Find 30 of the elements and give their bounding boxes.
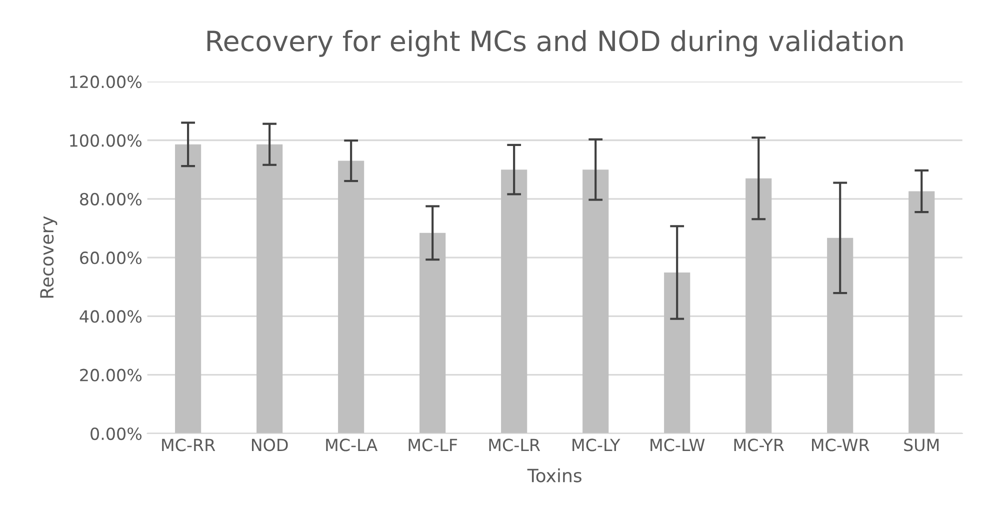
bar — [746, 178, 772, 434]
bar — [501, 170, 528, 434]
y-tick-label: 60.00% — [80, 252, 142, 264]
bar — [908, 191, 935, 434]
x-tick-label: MC-WR — [812, 438, 870, 452]
x-tick-label: MC-YR — [734, 438, 784, 452]
bar — [827, 238, 854, 434]
y-tick-label: 100.00% — [70, 134, 142, 147]
x-axis-title: Toxins — [527, 468, 582, 482]
y-tick-label: 80.00% — [80, 192, 142, 206]
x-tick-label: NOD — [252, 438, 288, 452]
bar — [420, 232, 446, 434]
x-tick-label: MC-RR — [162, 438, 216, 452]
x-tick-label: MC-LR — [489, 438, 540, 452]
x-tick-label: MC-LA — [326, 438, 378, 452]
y-axis-title: Recovery — [40, 216, 58, 298]
bar — [664, 272, 690, 434]
y-tick-label: 120.00% — [70, 76, 142, 88]
chart-title: Recovery for eight MCs and NOD during validation — [207, 30, 903, 57]
x-tick-label: SUM — [904, 438, 939, 452]
x-tick-label: MC-LF — [408, 438, 458, 452]
bar — [582, 170, 609, 434]
bar — [256, 144, 283, 434]
bar — [175, 144, 202, 434]
x-tick-label: MC-LW — [650, 438, 705, 452]
x-tick-label: MC-LY — [572, 438, 620, 452]
bar — [338, 160, 364, 434]
y-tick-label: 40.00% — [80, 310, 142, 323]
y-tick-label: 0.00% — [90, 427, 142, 440]
y-tick-label: 20.00% — [80, 368, 142, 382]
